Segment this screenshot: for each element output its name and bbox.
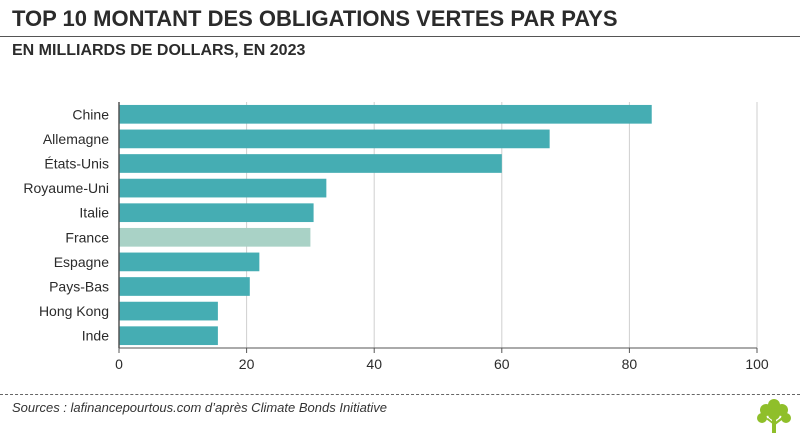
x-tick-label-4: 80	[622, 356, 638, 372]
category-label-6: Espagne	[54, 254, 109, 270]
category-label-0: Chine	[72, 106, 109, 122]
x-tick-label-0: 0	[115, 356, 123, 372]
category-label-1: Allemagne	[43, 131, 109, 147]
bar-0	[119, 104, 652, 124]
chart-subtitle: EN MILLIARDS DE DOLLARS, EN 2023	[12, 42, 306, 59]
x-tick-label-2: 40	[366, 356, 382, 372]
bar-8	[119, 301, 218, 321]
bar-6	[119, 252, 260, 272]
bar-5	[119, 227, 311, 247]
footer-divider	[0, 394, 800, 395]
category-label-3: Royaume-Uni	[23, 180, 109, 196]
category-label-8: Hong Kong	[39, 303, 109, 319]
category-label-9: Inde	[82, 328, 109, 344]
bar-chart: Chine Allemagne États-Unis Royaume-Uni Itali…	[23, 102, 769, 372]
x-tick-label-1: 20	[239, 356, 255, 372]
bar-1	[119, 129, 550, 149]
x-tick-label-5: 100	[745, 356, 769, 372]
category-label-2: États-Unis	[44, 156, 109, 172]
title-divider	[0, 36, 800, 37]
x-tick-label-3: 60	[494, 356, 510, 372]
category-label-7: Pays-Bas	[49, 279, 109, 295]
bar-9	[119, 326, 218, 346]
bar-4	[119, 203, 314, 223]
bar-7	[119, 277, 250, 296]
category-label-5: France	[65, 229, 109, 245]
source-note: Sources : lafinancepourtous.com d’après …	[12, 400, 388, 415]
category-label-4: Italie	[79, 205, 109, 221]
bar-3	[119, 178, 327, 198]
tree-logo-icon	[757, 399, 791, 433]
chart-title: TOP 10 MONTANT DES OBLIGATIONS VERTES PA…	[12, 6, 618, 31]
bar-2	[119, 154, 502, 173]
